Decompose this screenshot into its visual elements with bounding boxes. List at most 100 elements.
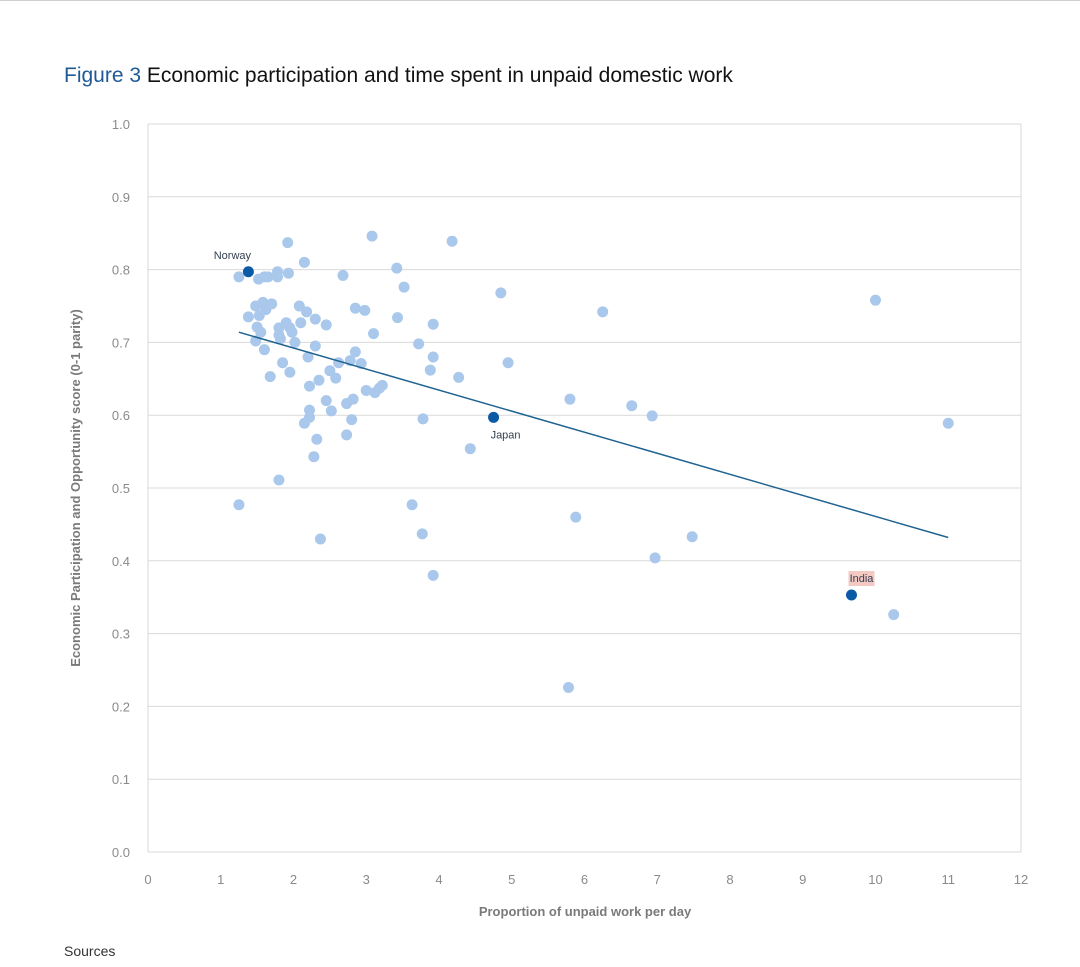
top-divider [0, 0, 1080, 1]
data-point [564, 393, 576, 405]
y-tick-label: 0.8 [112, 263, 130, 278]
x-tick-label: 11 [942, 872, 956, 887]
x-tick-label: 0 [144, 872, 151, 887]
x-tick-label: 12 [1014, 872, 1028, 887]
data-point [301, 306, 313, 318]
data-point [406, 499, 418, 511]
data-point [341, 429, 353, 441]
data-point [346, 414, 358, 426]
data-point [273, 474, 285, 486]
data-point [495, 287, 507, 299]
data-point [427, 318, 439, 330]
data-point [295, 317, 307, 329]
y-tick-labels: 0.0 0.1 0.2 0.3 0.4 0.5 0.6 0.7 0.8 0.9 1.0 [112, 117, 130, 860]
data-point [337, 269, 349, 281]
data-point [502, 357, 514, 369]
figure-number: Figure 3 [64, 64, 142, 87]
data-point [368, 328, 380, 340]
data-point [391, 262, 403, 274]
data-point [888, 609, 900, 621]
data-point [284, 366, 296, 378]
data-point [369, 387, 381, 399]
data-point [325, 405, 337, 417]
data-point [366, 230, 378, 242]
data-point [392, 312, 404, 324]
data-point [464, 443, 476, 455]
point-label-japan: Japan [491, 429, 521, 441]
data-point [309, 313, 321, 325]
x-tick-label: 2 [290, 872, 297, 887]
data-point [298, 256, 310, 268]
india-label-highlight [848, 571, 875, 587]
data-point [359, 304, 371, 316]
y-tick-label: 0.3 [112, 627, 130, 642]
data-point [646, 410, 658, 422]
x-tick-label: 6 [581, 872, 588, 887]
data-point [271, 266, 283, 278]
point-label-india: India [850, 573, 875, 585]
x-tick-label: 5 [508, 872, 515, 887]
data-point [302, 351, 314, 363]
highlighted-points: Norway Japan India [214, 250, 875, 601]
data-point [427, 569, 439, 581]
data-point [360, 384, 372, 396]
y-tick-label: 0.9 [112, 190, 130, 205]
y-tick-label: 0.5 [112, 481, 130, 496]
data-point [416, 528, 428, 540]
data-point [453, 371, 465, 383]
y-tick-label: 0.7 [112, 335, 130, 350]
data-point [233, 499, 245, 511]
y-tick-label: 0.6 [112, 408, 130, 423]
x-tick-label: 10 [868, 872, 882, 887]
sources-link[interactable]: Sources [64, 943, 116, 959]
data-point [289, 336, 301, 348]
highlight-point-japan [488, 411, 500, 423]
figure-title-text: Economic participation and time spent in… [146, 64, 733, 87]
x-tick-label: 9 [799, 872, 806, 887]
y-tick-label: 0.2 [112, 699, 130, 714]
y-tick-label: 0.1 [112, 772, 130, 787]
data-point [446, 235, 458, 247]
data-point [424, 364, 436, 376]
x-tick-label: 8 [726, 872, 733, 887]
y-tick-label: 1.0 [112, 117, 130, 132]
data-point [413, 338, 425, 350]
highlight-point-india [845, 589, 857, 601]
data-point [870, 294, 881, 306]
data-point [562, 681, 574, 693]
data-point [309, 340, 321, 352]
x-tick-label: 1 [217, 872, 224, 887]
trend-line [238, 331, 949, 539]
data-point [942, 417, 954, 429]
data-point [262, 271, 274, 283]
data-point [258, 344, 270, 356]
data-point [320, 395, 332, 407]
x-tick-label: 7 [654, 872, 661, 887]
point-label-norway: Norway [214, 250, 252, 262]
x-axis-label: Proportion of unpaid work per day [479, 904, 692, 919]
x-tick-label: 3 [363, 872, 370, 887]
x-tick-labels: 0 1 2 3 4 5 6 7 8 9 10 11 12 [144, 872, 1028, 887]
y-tick-label: 0.0 [112, 845, 130, 860]
data-point [282, 267, 294, 279]
data-point [330, 372, 342, 384]
data-points [233, 230, 954, 693]
data-point [349, 346, 361, 358]
gridlines [147, 123, 1022, 853]
data-point [277, 357, 289, 369]
data-point [417, 413, 429, 425]
data-point [298, 417, 310, 429]
data-point [255, 326, 267, 338]
data-point [398, 281, 410, 293]
highlight-point-norway [242, 266, 254, 278]
data-point [253, 273, 265, 285]
y-axis-label: Economic Participation and Opportunity s… [68, 309, 83, 667]
figure-title: Figure 3 Economic participation and time… [64, 64, 733, 88]
trend-line-group [238, 331, 949, 539]
data-point [304, 380, 316, 392]
data-point [311, 433, 323, 445]
data-point [253, 309, 265, 321]
data-point [286, 326, 298, 338]
y-tick-label: 0.4 [112, 554, 130, 569]
